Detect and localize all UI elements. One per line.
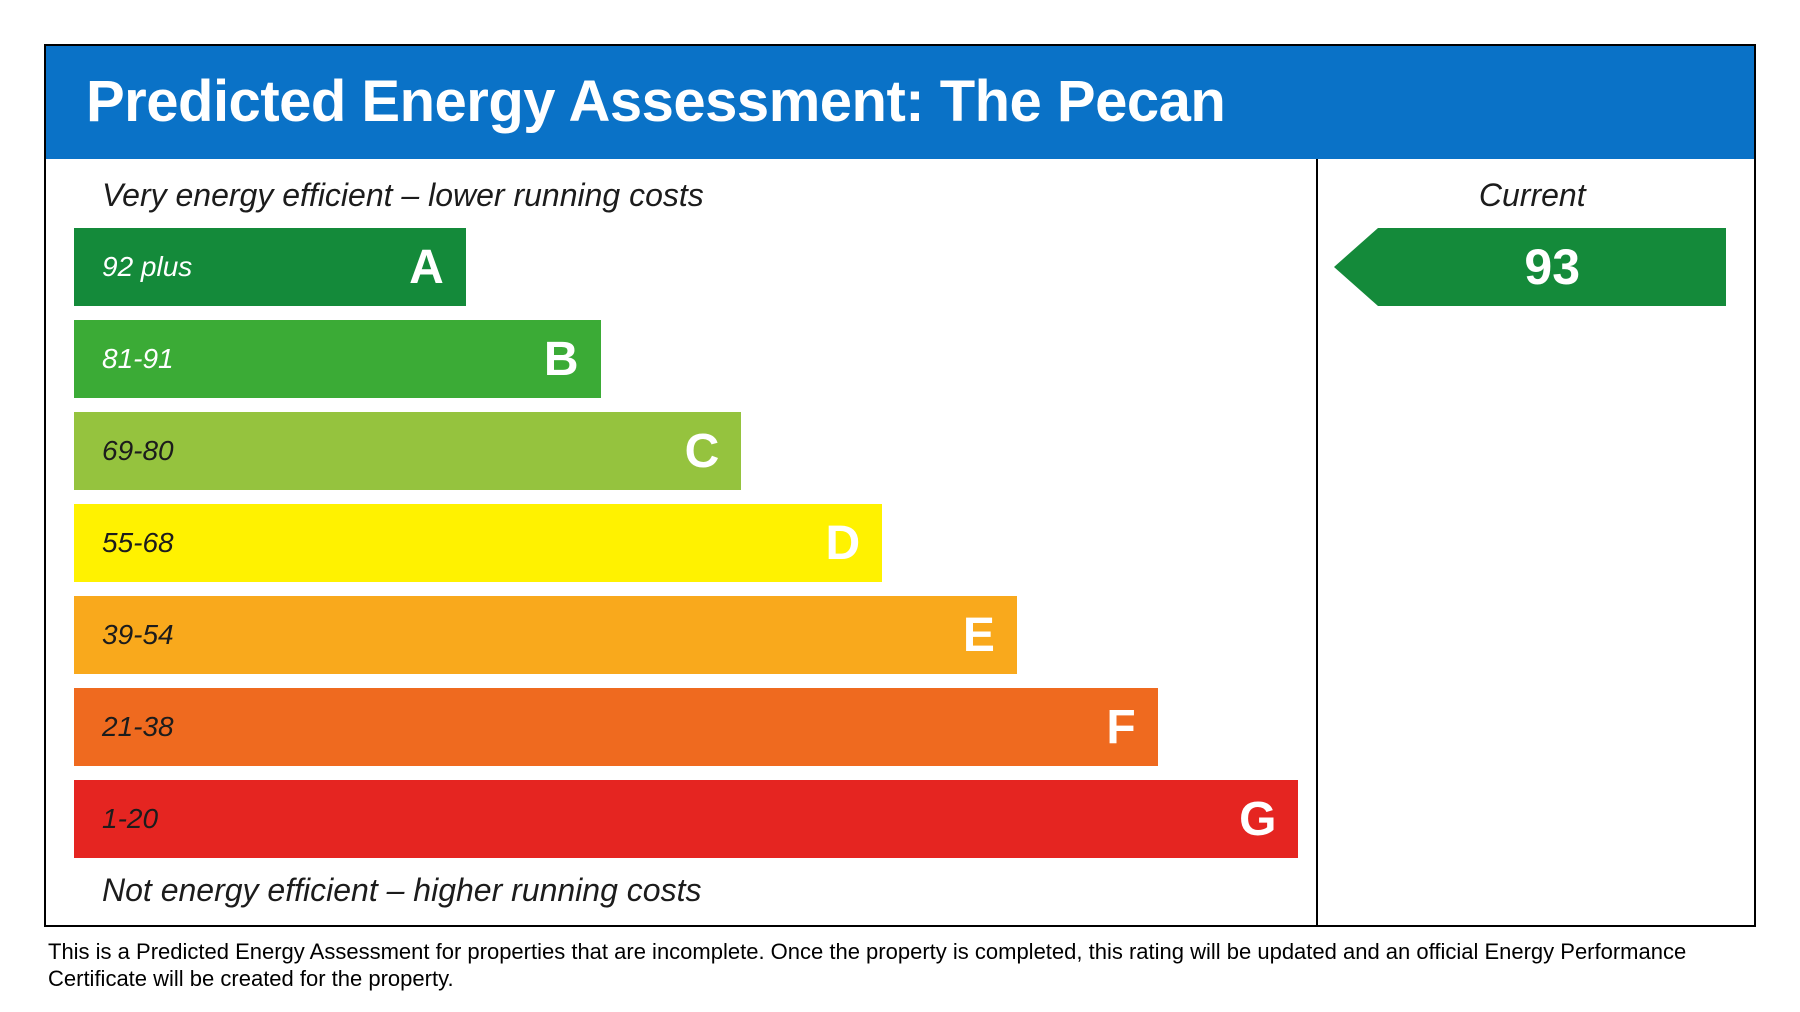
band-letter: A [409,240,444,295]
current-value: 93 [1378,228,1726,306]
caption-top: Very energy efficient – lower running co… [64,173,1298,222]
band-bars: 92 plus A 81-91 B 69-80 C 55-68 D 39-54 E 21-38 F 1-… [74,228,1298,858]
band-range: 1-20 [102,803,158,835]
band-bar-b: 81-91 B [74,320,601,398]
band-bar-c: 69-80 C [74,412,741,490]
bands-panel: Very energy efficient – lower running co… [46,159,1318,925]
caption-bottom: Not energy efficient – higher running co… [64,866,1298,911]
current-panel: Current 93 [1318,159,1754,925]
band-letter: C [685,424,720,479]
band-range: 81-91 [102,343,174,375]
pointer-arrowhead-icon [1334,228,1378,306]
footnote: This is a Predicted Energy Assessment fo… [44,927,1756,993]
band-range: 92 plus [102,251,192,283]
band-range: 69-80 [102,435,174,467]
band-letter: D [825,516,860,571]
band-bar-g: 1-20 G [74,780,1298,858]
band-bar-a: 92 plus A [74,228,466,306]
band-bar-e: 39-54 E [74,596,1017,674]
band-bar-f: 21-38 F [74,688,1158,766]
chart-content: Very energy efficient – lower running co… [46,159,1754,925]
band-range: 21-38 [102,711,174,743]
band-bar-d: 55-68 D [74,504,882,582]
band-letter: G [1239,792,1276,847]
current-pointer: 93 [1334,228,1726,306]
band-letter: B [544,332,579,387]
band-letter: E [963,608,995,663]
current-header: Current [1328,177,1736,214]
band-letter: F [1106,700,1135,755]
band-range: 55-68 [102,527,174,559]
band-range: 39-54 [102,619,174,651]
epc-card: Predicted Energy Assessment: The Pecan V… [44,44,1756,927]
chart-title: Predicted Energy Assessment: The Pecan [86,68,1714,135]
title-bar: Predicted Energy Assessment: The Pecan [46,46,1754,159]
